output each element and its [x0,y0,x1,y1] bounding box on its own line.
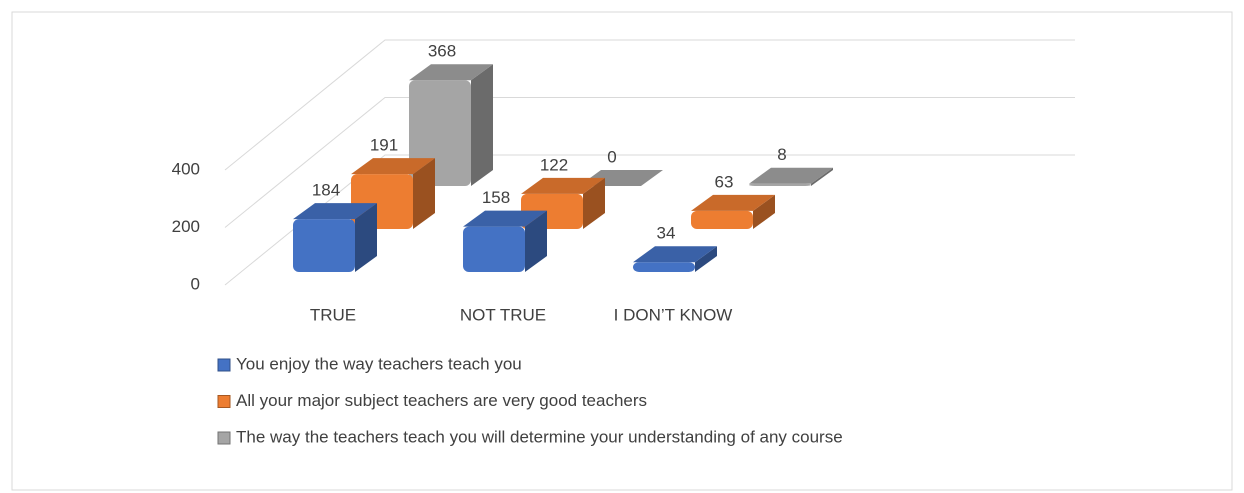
legend-swatch [217,395,231,408]
legend-swatch [217,431,231,445]
bar-side [471,64,493,186]
bar-top [633,246,717,263]
grid-line [224,154,1075,286]
bar-top [463,210,547,227]
value-label: 63 [715,172,734,191]
bar-front [691,210,753,229]
value-label: 368 [428,42,456,61]
legend-label: You enjoy the way teachers teach you [236,354,522,373]
bar-side [753,194,775,229]
value-label: 158 [482,188,510,207]
y-tick-label: 0 [191,274,200,293]
bar-top [749,167,833,184]
bar-top [293,203,377,220]
bar [463,210,547,272]
bar-front [293,219,355,272]
value-label: 34 [657,224,676,243]
value-label: 8 [777,145,786,164]
bar-top [409,64,493,81]
bar-top [351,158,435,175]
x-tick-label: TRUE [310,305,356,324]
bar-side [811,167,833,186]
value-label: 184 [312,181,340,200]
bar-side [413,158,435,229]
y-tick-label: 400 [172,159,200,178]
legend-label: All your major subject teachers are very… [236,391,647,410]
bar-side [695,246,717,272]
legend-swatch [217,358,231,372]
grid-line [224,39,1075,171]
bar [691,194,775,229]
x-tick-label: NOT TRUE [460,305,546,324]
y-tick-label: 200 [172,217,200,236]
bar-side [525,210,547,272]
x-tick-label: I DON’T KNOW [614,305,733,324]
value-label: 122 [540,155,568,174]
bar [749,167,833,186]
legend-label: The way the teachers teach you will dete… [236,427,843,446]
grid-line [224,97,1075,228]
bar-top [691,194,775,211]
bar-side [583,177,605,229]
chart-border [11,11,1233,491]
bar-front [749,183,811,186]
bar-top [521,177,605,194]
bar-front [463,226,525,272]
bar [293,203,377,272]
value-label: 0 [607,147,616,166]
bar-side [355,203,377,272]
bar-front [633,262,695,272]
value-label: 191 [370,136,398,155]
bar [633,246,717,272]
